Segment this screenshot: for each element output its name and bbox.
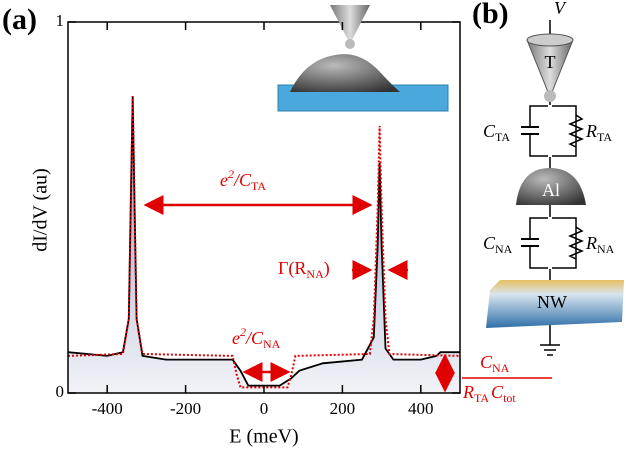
inset-illustration	[277, 5, 449, 112]
wire-label: NW	[537, 292, 567, 312]
component-label: CNA	[483, 233, 513, 256]
x-tick-label: 0	[260, 399, 269, 418]
x-tick-label: 400	[408, 399, 434, 418]
component-label: RTA	[585, 121, 612, 144]
annotation: e2/CNA	[232, 325, 281, 351]
annotation: e2/CTA	[220, 167, 266, 193]
area-fill	[68, 96, 460, 393]
y-tick-label: 1	[56, 11, 65, 30]
annotations: e2/CTA e2/CNA Γ(RNA) CNA RTA Ctot	[143, 167, 552, 405]
annotation: Γ(RNA)	[278, 258, 330, 281]
island-label: Al	[542, 180, 560, 200]
y-axis-label: dI/dV (au)	[30, 168, 52, 252]
annotation: CNA	[480, 352, 510, 375]
y-tick-label: 0	[56, 382, 65, 401]
panel-label: (a)	[2, 3, 37, 36]
x-tick-label: -400	[92, 399, 123, 418]
voltage-label: V	[554, 0, 567, 18]
component-label: CTA	[483, 121, 510, 144]
x-tick-label: -200	[170, 399, 201, 418]
component-label: RNA	[585, 233, 615, 256]
x-tick-label: 200	[330, 399, 356, 418]
annotation: RTA Ctot	[462, 382, 516, 405]
x-axis-label: E (meV)	[229, 426, 298, 448]
tip-label: T	[545, 52, 556, 72]
circuit-diagram: (b) V T CTA RTA Al CNA RNA NW	[472, 0, 624, 356]
panel-label: (b)	[472, 0, 509, 30]
